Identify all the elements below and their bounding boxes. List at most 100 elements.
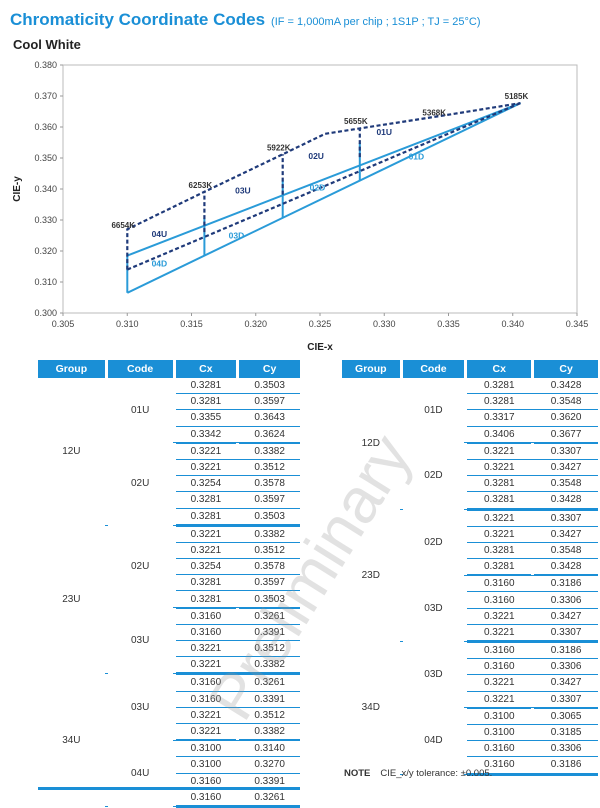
cx-cell: 0.3281 [175, 393, 237, 411]
cy-cell: 0.3261 [239, 607, 300, 625]
cx-cell: 0.3160 [175, 673, 237, 692]
cx-cell: 0.3281 [467, 491, 532, 511]
table-row: 0.3281 0.3548 [342, 393, 598, 411]
table-row: 0.3406 0.3677 [342, 426, 598, 444]
cx-cell: 0.3160 [467, 641, 532, 660]
table-row: 0.3281 0.3503 [38, 590, 300, 609]
cy-cell: 0.3391 [239, 691, 300, 708]
table-row: 0.3221 0.3382 [38, 656, 300, 676]
bin-code-label: 04U [152, 229, 168, 239]
header-code: Code [107, 360, 173, 378]
note-label: NOTE [344, 768, 371, 779]
cy-cell: 0.3140 [239, 740, 300, 758]
table-row: 02D 0.3221 0.3307 [342, 442, 598, 510]
cx-cell: 0.3281 [175, 574, 237, 592]
table-row: 0.3317 0.3620 [342, 409, 598, 427]
table-bottom-rule [38, 787, 300, 790]
note-text: CIE_x/y tolerance: ±0.005. [380, 768, 493, 779]
table-row: 0.3160 0.3391 [38, 773, 300, 790]
cx-cell: 0.3221 [175, 656, 237, 676]
cy-cell: 0.3427 [534, 526, 598, 543]
cx-cell: 0.3281 [467, 542, 532, 560]
cy-cell: 0.3261 [239, 789, 300, 808]
cy-cell: 0.3597 [239, 574, 300, 592]
cx-cell: 0.3281 [175, 491, 237, 509]
table-row: 0.3221 0.3512 [38, 707, 300, 724]
y-axis-title: CIE-y [12, 176, 23, 202]
table-row: 0.3221 0.3307 [342, 691, 598, 709]
cy-cell: 0.3597 [239, 393, 300, 411]
table-row: 0.3100 0.3185 [342, 724, 598, 742]
y-tick-label: 0.340 [34, 184, 57, 194]
table-row: 0.3281 0.3548 [342, 475, 598, 493]
cct-label: 5185K [505, 92, 529, 101]
cy-cell: 0.3643 [239, 409, 300, 427]
title-text: Chromaticity Coordinate Codes [10, 10, 266, 29]
cy-cell: 0.3503 [239, 508, 300, 527]
cy-cell: 0.3307 [534, 509, 598, 527]
table-row: 0.3281 0.3428 [342, 491, 598, 511]
table-row: 0.3221 0.3512 [38, 640, 300, 658]
x-tick-label: 0.305 [52, 319, 75, 329]
code-cell: 04U [130, 767, 150, 779]
table-row: 0.3160 0.3306 [342, 740, 598, 758]
cy-cell: 0.3677 [534, 426, 598, 444]
cx-cell: 0.3254 [175, 475, 237, 493]
cy-cell: 0.3306 [534, 740, 598, 758]
x-tick-label: 0.335 [437, 319, 460, 329]
table-row: 34D 03D 0.3160 0.3186 [342, 641, 598, 775]
cx-cell: 0.3100 [467, 707, 532, 725]
code-cell: 03U [130, 635, 150, 647]
code-cell: 03D [424, 602, 443, 614]
cx-cell: 0.3221 [175, 442, 237, 460]
table-row: 0.3281 0.3597 [38, 393, 300, 411]
table-row: 0.3355 0.3643 [38, 409, 300, 427]
cx-cell: 0.3221 [467, 691, 532, 709]
cx-cell: 0.3160 [467, 658, 532, 676]
cx-cell: 0.3100 [175, 740, 237, 758]
code-cell: 02D [424, 536, 443, 548]
table-row: 12D 01D 0.3281 0.3428 [342, 378, 598, 510]
cy-cell: 0.3306 [534, 658, 598, 676]
cx-cell: 0.3355 [175, 409, 237, 427]
cy-cell: 0.3382 [239, 723, 300, 742]
table-row: 0.3221 0.3307 [342, 624, 598, 644]
cx-cell: 0.3254 [175, 558, 237, 576]
x-tick-label: 0.345 [566, 319, 589, 329]
table-row: 0.3160 0.3306 [342, 658, 598, 676]
header-cx: Cx [175, 360, 237, 378]
cx-cell: 0.3160 [175, 691, 237, 708]
group-cell: 34U [62, 734, 81, 746]
cy-cell: 0.3548 [534, 393, 598, 411]
group-cell: 34D [361, 702, 380, 714]
cx-cell: 0.3281 [467, 393, 532, 411]
code-cell: 02U [130, 560, 150, 572]
cx-cell: 0.3221 [175, 525, 237, 543]
cy-cell: 0.3427 [534, 608, 598, 625]
x-tick-label: 0.310 [116, 319, 139, 329]
table-row: 0.3221 0.3382 [38, 723, 300, 742]
cy-cell: 0.3186 [534, 641, 598, 660]
table-row: 0.3281 0.3428 [342, 558, 598, 577]
cx-cell: 0.3221 [175, 707, 237, 724]
table-row: 34U 03U 0.3160 0.3261 [38, 673, 300, 807]
cx-cell: 0.3160 [175, 789, 237, 808]
cy-cell: 0.3512 [239, 640, 300, 658]
cy-cell: 0.3578 [239, 475, 300, 493]
code-cell: 02U [130, 478, 150, 490]
cx-cell: 0.3221 [467, 442, 532, 460]
cy-cell: 0.3427 [534, 674, 598, 692]
bin-code-label: 02D [310, 183, 326, 193]
table-row: 0.3281 0.3597 [38, 491, 300, 509]
cx-cell: 0.3281 [467, 475, 532, 493]
table-row: 04D 0.3100 0.3065 [342, 707, 598, 775]
y-tick-label: 0.370 [34, 91, 57, 101]
cx-cell: 0.3160 [467, 756, 532, 776]
cct-label: 5368K [422, 109, 446, 118]
tolerance-note: NOTE CIE_x/y tolerance: ±0.005. [344, 768, 492, 779]
y-tick-label: 0.310 [34, 277, 57, 287]
cx-cell: 0.3281 [175, 508, 237, 527]
cy-cell: 0.3306 [534, 591, 598, 609]
x-tick-label: 0.330 [373, 319, 396, 329]
table-row: 0.3160 0.3391 [38, 691, 300, 708]
